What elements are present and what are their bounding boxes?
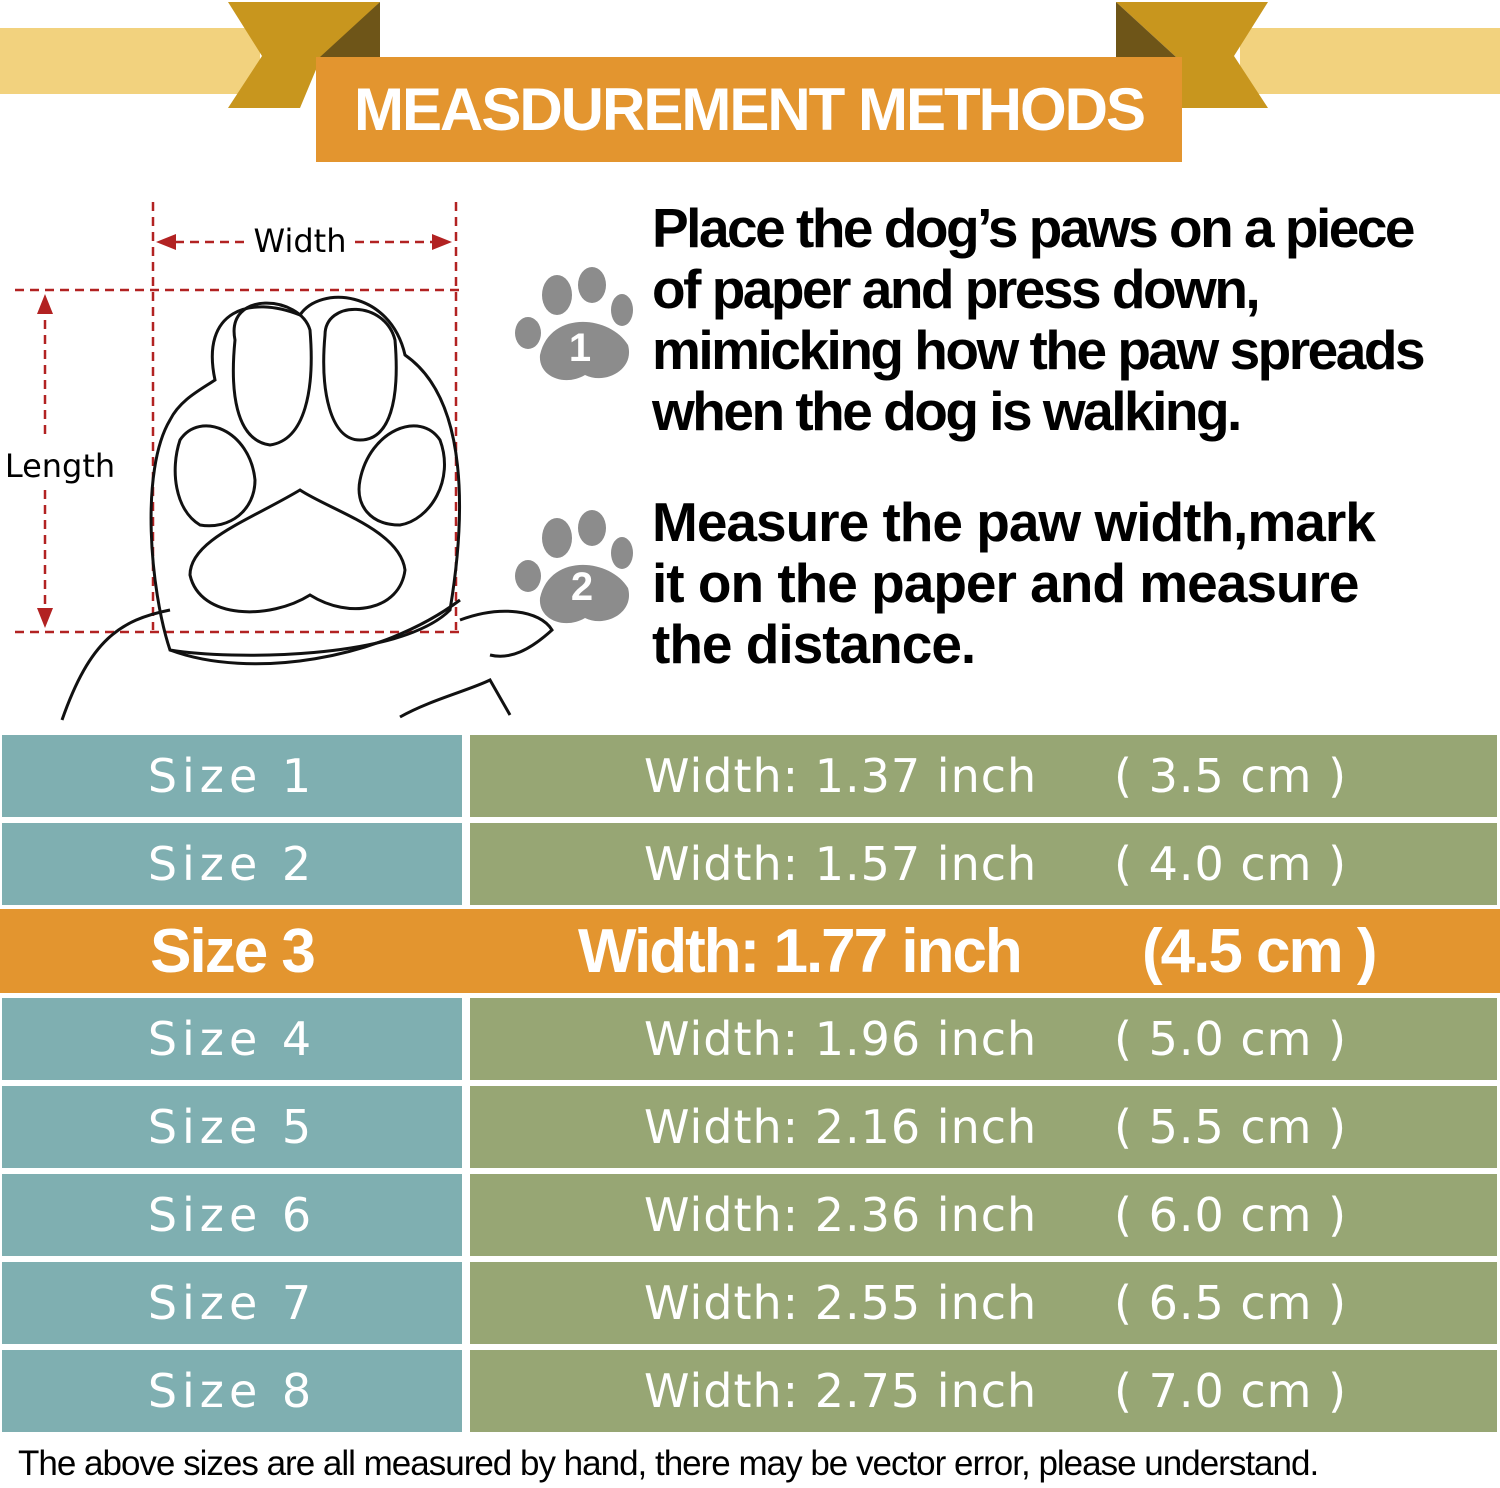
- text-line: Place the dog’s paws on a piece: [652, 197, 1416, 259]
- size-label: Size 8: [2, 1350, 462, 1432]
- width-inch: Width: 1.96 inch: [644, 1012, 1038, 1066]
- paw-icon: 2: [515, 510, 633, 624]
- size-label: Size 4: [2, 998, 462, 1080]
- width-cm: ( 7.0 cm ): [1114, 1364, 1348, 1418]
- step-2-text: Measure the paw width,mark it on the pap…: [652, 491, 1376, 675]
- text-line: when the dog is walking.: [652, 380, 1242, 442]
- width-inch: Width: 2.36 inch: [644, 1188, 1038, 1242]
- width-cell: Width: 1.57 inch ( 4.0 cm ): [470, 823, 1497, 905]
- width-cell: Width: 2.55 inch ( 6.5 cm ): [470, 1262, 1497, 1344]
- width-inch: Width: 2.75 inch: [644, 1364, 1038, 1418]
- width-cell: Width: 1.37 inch ( 3.5 cm ): [470, 735, 1497, 817]
- paw-measurement-diagram: Width Length: [5, 202, 554, 721]
- size-label: Size 3: [150, 916, 316, 986]
- width-inch: Width: 1.57 inch: [644, 837, 1038, 891]
- banner-title: MEASDUREMENT METHODS: [316, 57, 1182, 162]
- size-row: Size 1 Width: 1.37 inch ( 3.5 cm ): [0, 735, 1500, 817]
- width-cm: ( 6.5 cm ): [1114, 1276, 1348, 1330]
- width-cell: Width: 2.16 inch ( 5.5 cm ): [470, 1086, 1497, 1168]
- banner-ribbon: [0, 2, 1500, 108]
- length-label: Length: [5, 447, 115, 485]
- text-line: Measure the paw width,mark: [652, 491, 1376, 553]
- width-cm: ( 6.0 cm ): [1114, 1188, 1348, 1242]
- text-line: the distance.: [652, 613, 976, 675]
- width-cm: ( 5.0 cm ): [1114, 1012, 1348, 1066]
- step-number: 1: [569, 326, 591, 370]
- footer-note: The above sizes are all measured by hand…: [18, 1444, 1319, 1483]
- text-line: it on the paper and measure: [652, 552, 1360, 614]
- step-1-text: Place the dog’s paws on a piece of paper…: [652, 197, 1426, 442]
- width-label: Width: [254, 222, 347, 260]
- text-line: of paper and press down,: [652, 258, 1261, 320]
- width-cell: Width: 1.96 inch ( 5.0 cm ): [470, 998, 1497, 1080]
- paw-icon: 1: [515, 267, 633, 381]
- width-cell: Width: 2.75 inch ( 7.0 cm ): [470, 1350, 1497, 1432]
- size-row: Size 6 Width: 2.36 inch ( 6.0 cm ): [0, 1174, 1500, 1256]
- width-inch: Width: 2.55 inch: [644, 1276, 1038, 1330]
- size-label: Size 1: [2, 735, 462, 817]
- size-row: Size 2 Width: 1.57 inch ( 4.0 cm ): [0, 823, 1500, 905]
- size-row: Size 3 Width: 1.77 inch (4.5 cm ): [0, 909, 1500, 993]
- size-label: Size 7: [2, 1262, 462, 1344]
- size-row: Size 8 Width: 2.75 inch ( 7.0 cm ): [0, 1350, 1500, 1432]
- width-cm: (4.5 cm ): [1142, 916, 1378, 986]
- text-line: mimicking how the paw spreads: [652, 319, 1426, 381]
- size-row: Size 7 Width: 2.55 inch ( 6.5 cm ): [0, 1262, 1500, 1344]
- size-row: Size 5 Width: 2.16 inch ( 5.5 cm ): [0, 1086, 1500, 1168]
- width-inch: Width: 1.37 inch: [644, 749, 1038, 803]
- size-label: Size 2: [2, 823, 462, 905]
- width-inch: Width: 1.77 inch: [578, 916, 1023, 986]
- width-inch: Width: 2.16 inch: [644, 1100, 1038, 1154]
- width-cell: Width: 1.77 inch (4.5 cm ): [470, 909, 1497, 993]
- step-number: 2: [571, 565, 593, 609]
- size-row: Size 4 Width: 1.96 inch ( 5.0 cm ): [0, 998, 1500, 1080]
- size-label: Size 5: [2, 1086, 462, 1168]
- size-label: Size 6: [2, 1174, 462, 1256]
- width-cm: ( 3.5 cm ): [1114, 749, 1348, 803]
- width-cell: Width: 2.36 inch ( 6.0 cm ): [470, 1174, 1497, 1256]
- width-cm: ( 4.0 cm ): [1114, 837, 1348, 891]
- width-cm: ( 5.5 cm ): [1114, 1100, 1348, 1154]
